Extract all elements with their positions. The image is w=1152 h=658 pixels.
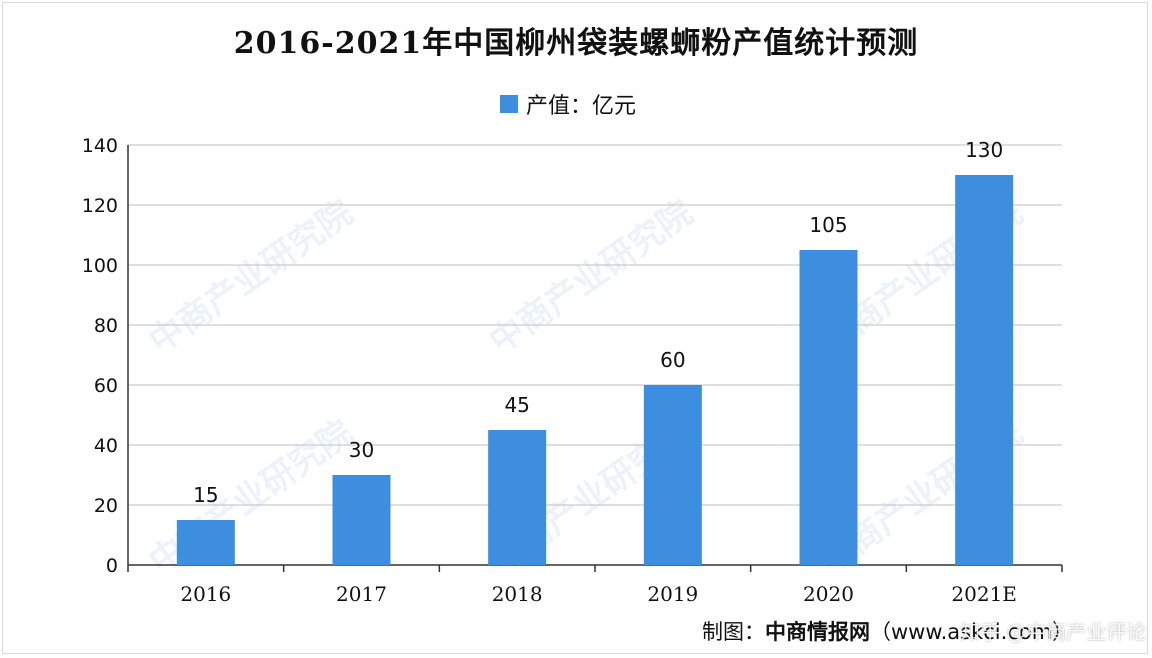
y-tick-label: 0 <box>106 555 118 577</box>
corner-watermark: 知乎 @中商产业评论 <box>960 620 1147 644</box>
bar <box>332 475 391 565</box>
x-tick-label: 2016 <box>180 582 231 606</box>
data-label: 60 <box>660 348 685 372</box>
data-label: 105 <box>809 213 847 237</box>
y-tick-label: 100 <box>82 255 118 277</box>
source-org: 中商情报网 <box>765 620 870 644</box>
chart-title: 2016-2021年中国柳州袋装螺蛳粉产值统计预测 <box>233 26 919 61</box>
y-tick-label: 140 <box>82 135 118 157</box>
legend: 产值：亿元 <box>500 88 636 120</box>
source-note: 制图：中商情报网（www.askci.com） <box>702 616 1073 646</box>
y-tick-label: 120 <box>82 195 118 217</box>
legend-swatch <box>500 95 518 113</box>
bar <box>643 385 702 565</box>
legend-label: 产值：亿元 <box>526 94 637 119</box>
bar <box>488 430 547 565</box>
x-tick-label: 2018 <box>492 582 543 606</box>
data-label: 45 <box>504 393 529 417</box>
x-tick-label: 2020 <box>803 582 854 606</box>
y-tick-label: 20 <box>94 495 118 517</box>
y-tick-label: 60 <box>94 375 118 397</box>
x-tick-label: 2019 <box>647 582 698 606</box>
source-url: （www.askci.com） <box>870 620 1074 644</box>
x-tick-label: 2021E <box>951 582 1017 606</box>
y-tick-label: 40 <box>94 435 118 457</box>
data-label: 15 <box>193 483 218 507</box>
bar <box>799 250 858 565</box>
data-label: 130 <box>965 138 1003 162</box>
source-label: 制图： <box>702 620 765 644</box>
y-tick-label: 80 <box>94 315 118 337</box>
bar <box>176 520 235 565</box>
data-label: 30 <box>349 438 374 462</box>
bar <box>955 175 1014 565</box>
x-tick-label: 2017 <box>336 582 387 606</box>
